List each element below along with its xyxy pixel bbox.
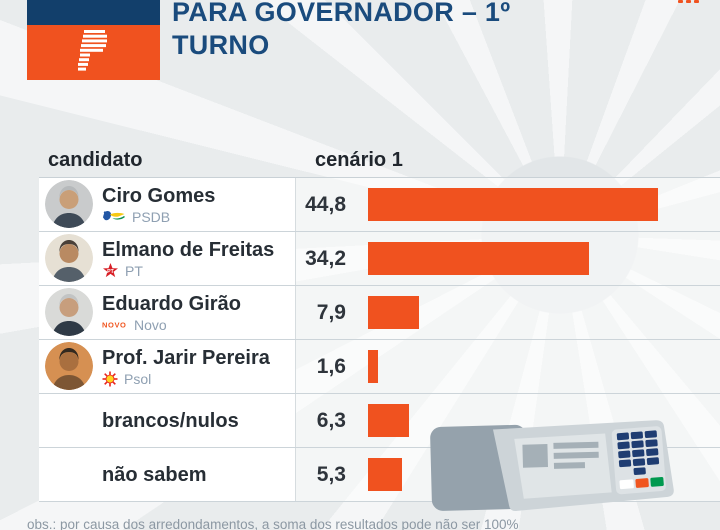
candidate-name: brancos/nulos	[102, 409, 239, 432]
table-row: Prof. Jarir Pereira Psol 1,6	[39, 340, 720, 394]
candidate-text: Prof. Jarir Pereira Psol	[102, 340, 270, 393]
rounding-note: obs.: por causa dos arredondamentos, a s…	[27, 517, 519, 530]
party-line: PT PT	[102, 262, 274, 279]
result-bar	[368, 296, 419, 329]
result-value: 34,2	[305, 246, 346, 270]
psdb-toucan-icon	[102, 210, 126, 223]
page-title: PARA GOVERNADOR – 1º TURNO	[172, 0, 510, 62]
pt-star-icon: PT	[102, 262, 119, 279]
candidate-text: Elmano de Freitas PT PT	[102, 232, 274, 285]
column-header-candidate: candidato	[48, 149, 143, 171]
result-bar	[368, 188, 658, 221]
candidate-name: Ciro Gomes	[102, 184, 216, 207]
voting-machine-illustration	[430, 420, 674, 512]
urna-white-key	[619, 479, 634, 490]
candidate-avatar	[45, 342, 93, 390]
candidate-cell: Eduardo Girão NOVO Novo	[39, 286, 296, 339]
result-bar	[368, 404, 409, 437]
candidate-text: Ciro Gomes PSDB	[102, 178, 215, 231]
candidate-cell: Ciro Gomes PSDB	[39, 178, 296, 231]
candidate-text: não sabem	[102, 448, 206, 501]
urna-screen-content	[522, 441, 599, 469]
candidate-name: não sabem	[102, 463, 207, 486]
party-line: PSDB	[102, 209, 215, 225]
result-value: 7,9	[316, 300, 346, 324]
result-bar	[368, 242, 589, 275]
candidate-text: brancos/nulos	[102, 394, 239, 447]
party-name: Novo	[134, 316, 167, 333]
candidate-avatar	[45, 288, 93, 336]
logo-navy-band	[27, 0, 160, 25]
candidate-text: Eduardo Girão NOVO Novo	[102, 286, 241, 339]
party-line: Psol	[102, 371, 270, 387]
striped-p-icon	[78, 30, 107, 71]
urna-green-key	[650, 476, 664, 487]
result-bar	[368, 350, 378, 383]
result-value: 6,3	[316, 408, 346, 432]
column-header-scenario: cenário 1	[315, 149, 403, 171]
party-name: Psol	[124, 370, 152, 387]
candidate-name: Eduardo Girão	[102, 292, 241, 315]
candidate-cell: Elmano de Freitas PT PT	[39, 232, 296, 285]
psol-sun-icon	[102, 371, 118, 387]
page-title-line2: TURNO	[172, 30, 270, 60]
candidate-cell: brancos/nulos	[39, 394, 296, 447]
svg-text:PT: PT	[107, 269, 114, 275]
urna-orange-key	[635, 478, 649, 488]
party-name: PSDB	[132, 208, 171, 225]
result-value: 5,3	[316, 462, 346, 486]
table-row: Eduardo Girão NOVO Novo 7,9	[39, 286, 720, 340]
candidate-avatar	[45, 180, 93, 228]
candidate-name: Prof. Jarir Pereira	[102, 346, 270, 369]
result-bar	[368, 458, 402, 491]
candidate-avatar	[45, 234, 93, 282]
result-value: 1,6	[316, 354, 346, 378]
party-line: NOVO Novo	[102, 317, 241, 333]
poder360-logo	[27, 0, 160, 80]
table-row: Elmano de Freitas PT PT 34,2	[39, 232, 720, 286]
urna-keypad	[611, 426, 666, 495]
table-row: Ciro Gomes PSDB 44,8	[39, 178, 720, 232]
svg-text:NOVO: NOVO	[102, 321, 127, 330]
candidate-cell: não sabem	[39, 448, 296, 501]
table-row: brancos/nulos 6,3	[39, 394, 720, 448]
party-name: PT	[125, 262, 143, 279]
result-value: 44,8	[305, 192, 346, 216]
candidate-cell: Prof. Jarir Pereira Psol	[39, 340, 296, 393]
novo-wordmark-icon: NOVO	[102, 320, 128, 330]
three-orange-dots-icon	[678, 0, 699, 3]
candidate-name: Elmano de Freitas	[102, 238, 275, 261]
page-title-line1: PARA GOVERNADOR – 1º	[172, 0, 511, 27]
